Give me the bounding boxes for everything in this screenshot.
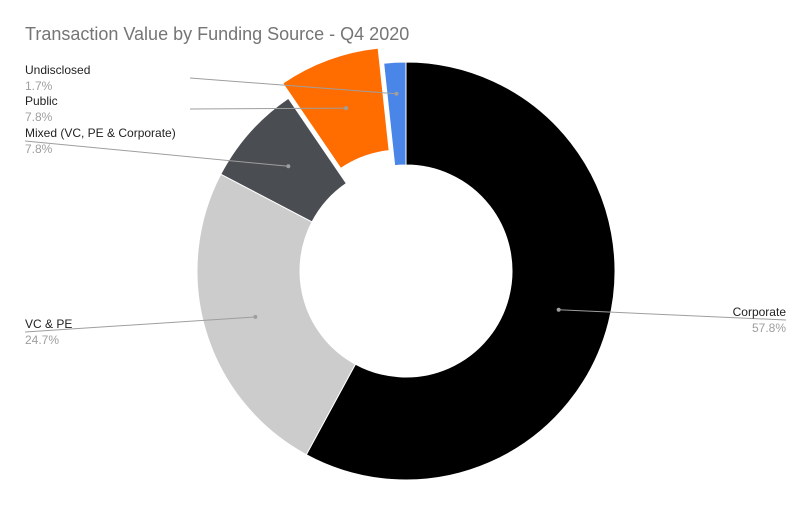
slices-group	[196, 47, 616, 481]
leader-dot-public	[344, 106, 349, 111]
chart-title: Transaction Value by Funding Source - Q4…	[25, 24, 410, 44]
slice-corporate	[305, 61, 616, 481]
slice-vc-pe	[196, 173, 357, 456]
labels-group: Corporate 57.8% VC & PE 24.7% Mixed (VC, PE …	[24, 63, 787, 347]
leader-dot-undisclosed	[394, 91, 399, 96]
slice-value-corporate: 57.8%	[752, 321, 786, 335]
leader-dot-vc-pe	[253, 314, 258, 319]
slice-label-mixed-vc-pe-corporate: Mixed (VC, PE & Corporate)	[25, 126, 176, 140]
slice-value-public: 7.8%	[25, 110, 53, 124]
leader-line-corporate	[558, 309, 787, 321]
slice-value-undisclosed: 1.7%	[25, 79, 53, 93]
slice-label-public: Public	[25, 94, 58, 108]
slice-label-vc-pe: VC & PE	[25, 317, 72, 331]
leader-dot-mixed-vc-pe-corporate	[286, 164, 291, 169]
leader-line-undisclosed	[189, 77, 397, 95]
leader-line-mixed-vc-pe-corporate	[24, 140, 289, 167]
leader-dot-corporate	[556, 307, 561, 312]
slice-value-mixed-vc-pe-corporate: 7.8%	[25, 142, 53, 156]
slice-undisclosed	[383, 61, 407, 167]
slice-value-vc-pe: 24.7%	[25, 333, 59, 347]
slice-label-corporate: Corporate	[733, 305, 787, 319]
slice-label-undisclosed: Undisclosed	[25, 63, 90, 77]
slice-mixed-vc-pe-corporate	[220, 97, 348, 223]
leader-line-public	[189, 107, 347, 110]
leader-line-vc-pe	[24, 316, 256, 333]
